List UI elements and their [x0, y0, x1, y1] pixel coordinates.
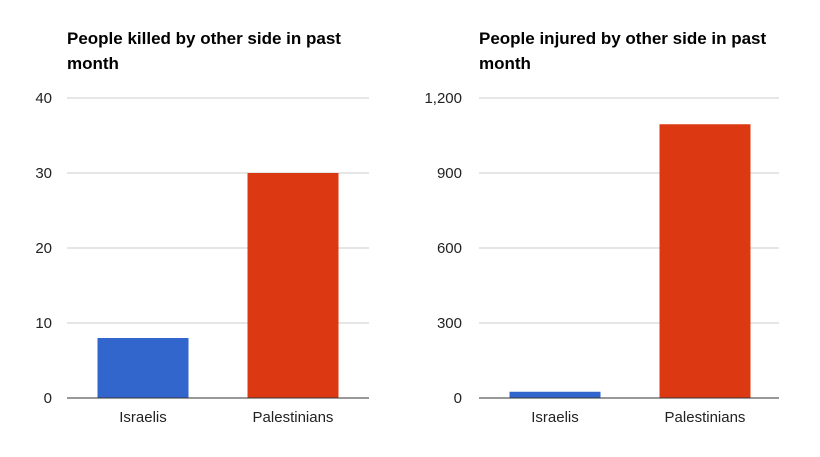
injured-bar-israelis: [509, 391, 601, 398]
killed-x-tick-label: Israelis: [119, 409, 167, 426]
injured-y-tick-label: 300: [437, 315, 462, 332]
killed-y-tick-label: 20: [35, 240, 52, 257]
killed-y-tick-label: 10: [35, 315, 52, 332]
injured-bar-palestinians: [659, 124, 751, 398]
injured-x-tick-label: Israelis: [531, 409, 579, 426]
killed-y-tick-label: 0: [44, 390, 52, 407]
chart-injured-title: People injured by other side in past mon…: [479, 29, 767, 73]
chart-killed-title: People killed by other side in past mont…: [67, 29, 341, 73]
killed-y-tick-label: 30: [35, 165, 52, 182]
killed-bar-israelis: [97, 338, 189, 398]
killed-x-tick-label: Palestinians: [253, 409, 334, 426]
killed-y-tick-label: 40: [35, 90, 52, 107]
injured-y-tick-label: 1,200: [424, 90, 462, 107]
injured-y-tick-label: 600: [437, 240, 462, 257]
injured-x-tick-label: Palestinians: [665, 409, 746, 426]
injured-y-tick-label: 0: [454, 390, 462, 407]
killed-bar-palestinians: [247, 173, 339, 398]
injured-y-tick-label: 900: [437, 165, 462, 182]
